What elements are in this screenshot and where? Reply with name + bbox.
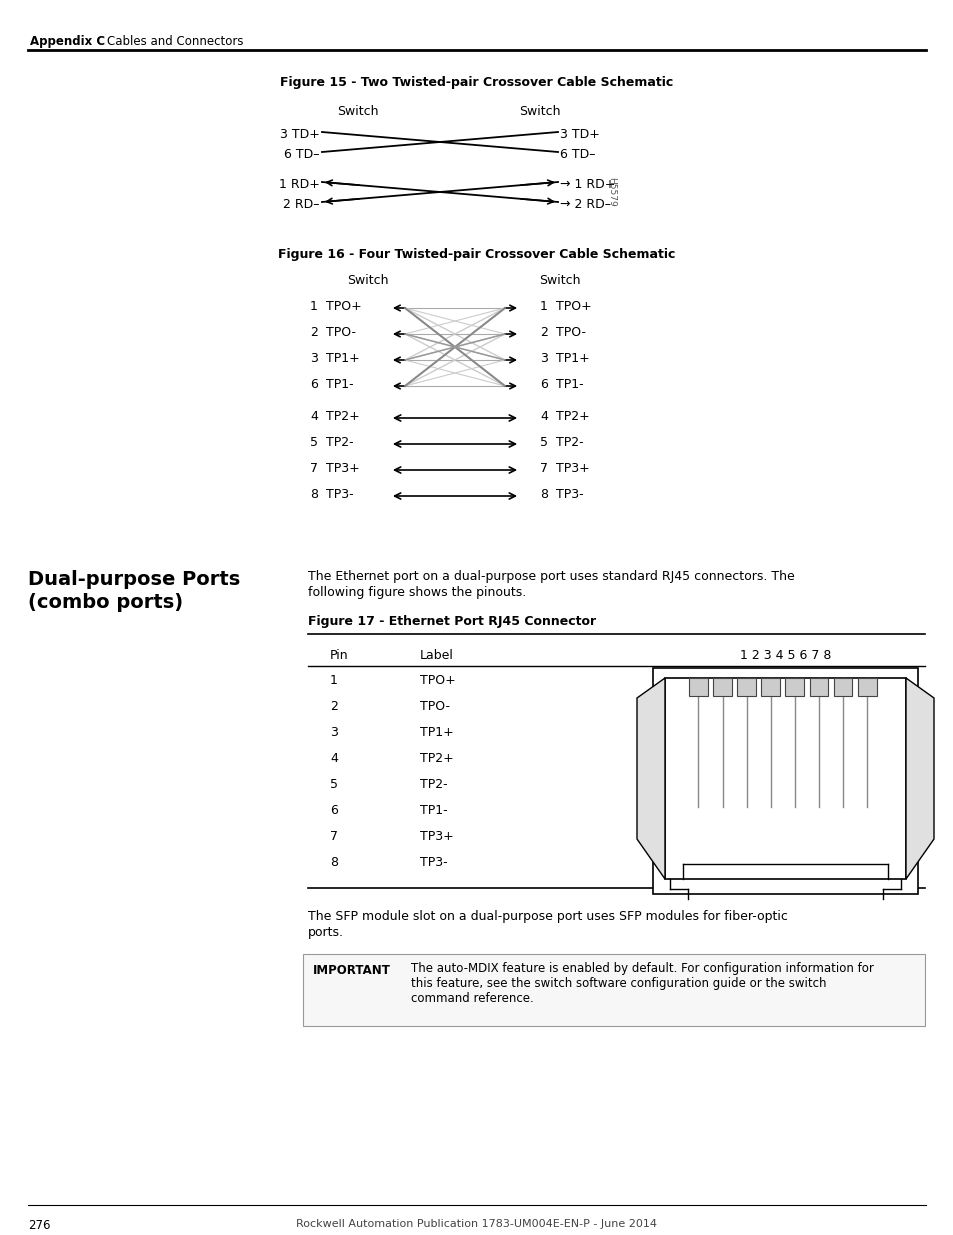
Text: Rockwell Automation Publication 1783-UM004E-EN-P - June 2014: Rockwell Automation Publication 1783-UM0… xyxy=(296,1219,657,1229)
Text: this feature, see the switch software configuration guide or the switch: this feature, see the switch software co… xyxy=(411,977,825,990)
Text: TP2-: TP2- xyxy=(556,436,583,450)
Text: 1: 1 xyxy=(310,300,317,312)
Text: 5: 5 xyxy=(310,436,317,450)
Text: 3: 3 xyxy=(330,726,337,739)
Text: command reference.: command reference. xyxy=(411,992,533,1005)
Text: 6: 6 xyxy=(310,378,317,391)
Text: TPO-: TPO- xyxy=(326,326,355,338)
Text: TP1-: TP1- xyxy=(556,378,583,391)
Text: 8: 8 xyxy=(539,488,547,501)
Polygon shape xyxy=(905,678,933,879)
Bar xyxy=(303,953,924,1026)
Text: TPO-: TPO- xyxy=(556,326,585,338)
Text: TP1+: TP1+ xyxy=(326,352,359,366)
Text: 2: 2 xyxy=(310,326,317,338)
Text: 3 TD+: 3 TD+ xyxy=(280,128,319,141)
Text: TP1+: TP1+ xyxy=(419,726,454,739)
Text: IMPORTANT: IMPORTANT xyxy=(313,965,391,977)
Polygon shape xyxy=(637,678,664,879)
Text: TPO+: TPO+ xyxy=(326,300,361,312)
Bar xyxy=(857,678,876,697)
Text: The SFP module slot on a dual-purpose port uses SFP modules for fiber-optic: The SFP module slot on a dual-purpose po… xyxy=(308,910,787,923)
Text: Dual-purpose Ports: Dual-purpose Ports xyxy=(28,571,240,589)
Text: 4: 4 xyxy=(310,410,317,424)
Text: 1: 1 xyxy=(330,674,337,687)
Text: 1 RD+: 1 RD+ xyxy=(279,178,319,191)
Text: TPO+: TPO+ xyxy=(556,300,591,312)
Text: H5579: H5579 xyxy=(606,177,616,207)
Text: 7: 7 xyxy=(330,830,337,844)
Text: Figure 15 - Two Twisted-pair Crossover Cable Schematic: Figure 15 - Two Twisted-pair Crossover C… xyxy=(280,77,673,89)
Text: Figure 16 - Four Twisted-pair Crossover Cable Schematic: Figure 16 - Four Twisted-pair Crossover … xyxy=(278,248,675,261)
Text: The Ethernet port on a dual-purpose port uses standard RJ45 connectors. The: The Ethernet port on a dual-purpose port… xyxy=(308,571,794,583)
Text: TP3-: TP3- xyxy=(419,856,447,869)
Text: 6 TD–: 6 TD– xyxy=(559,148,595,161)
Text: TP1-: TP1- xyxy=(419,804,447,818)
Text: Cables and Connectors: Cables and Connectors xyxy=(107,35,243,48)
Text: 8: 8 xyxy=(310,488,317,501)
Bar xyxy=(688,678,707,697)
Text: 7: 7 xyxy=(310,462,317,475)
Bar xyxy=(664,678,905,879)
Text: Switch: Switch xyxy=(337,105,378,119)
Text: The auto-MDIX feature is enabled by default. For configuration information for: The auto-MDIX feature is enabled by defa… xyxy=(411,962,873,974)
Text: TP1-: TP1- xyxy=(326,378,354,391)
Text: TPO-: TPO- xyxy=(419,700,450,713)
Bar xyxy=(737,678,756,697)
Text: TP2+: TP2+ xyxy=(326,410,359,424)
Text: Figure 17 - Ethernet Port RJ45 Connector: Figure 17 - Ethernet Port RJ45 Connector xyxy=(308,615,596,629)
Text: Appendix C: Appendix C xyxy=(30,35,105,48)
Text: TP2-: TP2- xyxy=(419,778,447,790)
Text: Switch: Switch xyxy=(347,274,388,287)
Text: TP3+: TP3+ xyxy=(326,462,359,475)
Bar xyxy=(713,678,731,697)
Text: Switch: Switch xyxy=(518,105,560,119)
Bar xyxy=(652,668,917,894)
Text: following figure shows the pinouts.: following figure shows the pinouts. xyxy=(308,585,526,599)
Text: ports.: ports. xyxy=(308,926,344,939)
Text: TP2+: TP2+ xyxy=(419,752,454,764)
Text: 2: 2 xyxy=(330,700,337,713)
Text: 1 2 3 4 5 6 7 8: 1 2 3 4 5 6 7 8 xyxy=(740,650,830,662)
Text: → 2 RD–: → 2 RD– xyxy=(559,198,610,211)
Text: 5: 5 xyxy=(539,436,547,450)
Text: 2 RD–: 2 RD– xyxy=(283,198,319,211)
Text: 1: 1 xyxy=(539,300,547,312)
Text: TP3+: TP3+ xyxy=(419,830,454,844)
Text: 276: 276 xyxy=(28,1219,51,1233)
Text: (combo ports): (combo ports) xyxy=(28,593,183,613)
Text: → 1 RD+: → 1 RD+ xyxy=(559,178,615,191)
Text: Pin: Pin xyxy=(330,650,348,662)
Text: 6 TD–: 6 TD– xyxy=(284,148,319,161)
Text: TP3-: TP3- xyxy=(326,488,354,501)
Text: 6: 6 xyxy=(330,804,337,818)
Text: 8: 8 xyxy=(330,856,337,869)
Bar xyxy=(833,678,852,697)
Text: Label: Label xyxy=(419,650,454,662)
Bar xyxy=(784,678,803,697)
Text: TP3+: TP3+ xyxy=(556,462,589,475)
Text: 2: 2 xyxy=(539,326,547,338)
Text: TP3-: TP3- xyxy=(556,488,583,501)
Text: 3 TD+: 3 TD+ xyxy=(559,128,599,141)
Text: 3: 3 xyxy=(310,352,317,366)
Text: 3: 3 xyxy=(539,352,547,366)
Text: 6: 6 xyxy=(539,378,547,391)
Text: TP2-: TP2- xyxy=(326,436,354,450)
Text: TP2+: TP2+ xyxy=(556,410,589,424)
Text: 5: 5 xyxy=(330,778,337,790)
Text: TP1+: TP1+ xyxy=(556,352,589,366)
Text: 4: 4 xyxy=(330,752,337,764)
Bar xyxy=(760,678,780,697)
Text: 4: 4 xyxy=(539,410,547,424)
Bar xyxy=(809,678,827,697)
Text: Switch: Switch xyxy=(538,274,580,287)
Text: TPO+: TPO+ xyxy=(419,674,456,687)
Text: 7: 7 xyxy=(539,462,547,475)
